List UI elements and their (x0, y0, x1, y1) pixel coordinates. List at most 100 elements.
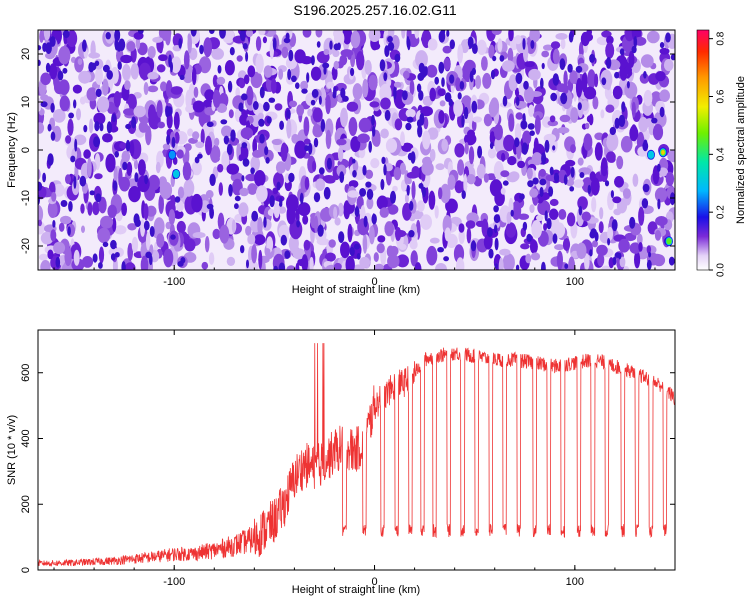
spectrogram-noise-cell (191, 160, 202, 176)
spectrogram-noise-cell (529, 188, 539, 198)
spectrogram-noise-cell (423, 116, 429, 130)
spectrogram-noise-cell (162, 143, 171, 150)
spectrogram-noise-cell (600, 109, 605, 119)
colorbar-tick-label: 0.0 (715, 263, 726, 277)
spectrogram-noise-cell (573, 179, 584, 188)
spectrogram-noise-cell (387, 41, 395, 51)
spectrogram-noise-cell (472, 43, 478, 54)
spectrogram-noise-cell (243, 74, 250, 85)
spectrogram-noise-cell (312, 125, 324, 138)
spectrogram-noise-cell (476, 39, 487, 55)
spectrogram-noise-cell (339, 171, 345, 184)
y-tick-label: 10 (20, 96, 32, 108)
spectrogram-noise-cell (596, 36, 610, 46)
spectrogram-noise-cell (114, 37, 119, 51)
spectrogram-noise-cell (219, 224, 230, 244)
spectrogram-noise-cell (368, 74, 378, 91)
spectrogram-noise-cell (221, 125, 233, 138)
spectrogram-noise-cell (626, 81, 630, 89)
spectrogram-noise-cell (42, 172, 46, 183)
spectrogram-noise-cell (532, 177, 539, 185)
spectrogram-noise-cell (566, 179, 575, 187)
spectrogram-noise-cell (488, 248, 494, 259)
spectrogram-noise-cell (73, 249, 80, 266)
spectrogram-noise-cell (239, 30, 246, 42)
spectrogram-noise-cell (581, 211, 591, 222)
spectrogram-noise-cell (502, 180, 509, 186)
spectrogram-noise-cell (114, 252, 120, 258)
spectrogram-noise-cell (198, 56, 212, 74)
spectrogram-noise-cell (503, 134, 515, 152)
spectrogram-noise-cell (543, 223, 548, 231)
spectrogram-noise-cell (252, 149, 264, 158)
spectrogram-noise-cell (505, 222, 517, 238)
spectrogram-noise-cell (173, 111, 180, 130)
spectrogram-noise-cell (515, 112, 524, 120)
spectrogram-noise-cell (110, 239, 117, 250)
spectrogram-noise-cell (310, 55, 315, 66)
spectrogram-noise-cell (659, 89, 670, 102)
spectrogram-noise-cell (461, 115, 465, 128)
spectrogram-noise-cell (464, 142, 469, 155)
spectrogram-noise-cell (371, 114, 375, 126)
spectrogram-noise-cell (549, 198, 559, 207)
spectrogram-noise-cell (524, 61, 535, 68)
spectrogram-noise-cell (543, 44, 553, 51)
spectrogram-noise-cell (192, 131, 200, 140)
spectrogram-noise-cell (251, 210, 259, 222)
spectrogram-noise-cell (238, 154, 243, 162)
spectrogram-noise-cell (506, 211, 512, 224)
spectrogram-noise-cell (125, 139, 131, 152)
spectrogram-noise-cell (107, 204, 117, 218)
spectrogram-noise-cell (98, 196, 107, 214)
spectrogram-noise-cell (324, 252, 336, 262)
spectrogram-noise-cell (560, 92, 568, 105)
spectrogram-noise-cell (441, 138, 449, 152)
spectrogram-noise-cell (130, 63, 139, 80)
spectrogram-noise-cell (563, 174, 568, 185)
spectrogram-noise-cell (308, 142, 313, 155)
spectrogram-noise-cell (204, 236, 210, 253)
spectrogram-noise-cell (68, 201, 73, 212)
spectrogram-noise-cell (59, 215, 72, 225)
spectrogram-noise-cell (550, 41, 561, 49)
spectrogram-noise-cell (128, 186, 141, 203)
spectrogram-noise-cell (229, 47, 235, 56)
spectrogram-noise-cell (303, 239, 311, 251)
spectrogram-noise-cell (616, 155, 624, 170)
spectrogram-noise-cell (337, 202, 344, 217)
spectrogram-noise-cell (279, 120, 284, 130)
spectrogram-noise-cell (166, 134, 171, 145)
spectrogram-noise-cell (508, 30, 514, 42)
spectrogram-noise-cell (270, 78, 277, 94)
spectrogram-noise-cell (149, 226, 155, 237)
spectrogram-noise-cell (219, 30, 226, 39)
spectrogram-noise-cell (483, 173, 489, 183)
spectrogram-hotspot (172, 169, 180, 179)
spectrogram-noise-cell (435, 263, 447, 270)
spectrogram-noise-cell (369, 225, 375, 245)
spectrogram-noise-cell (191, 193, 203, 213)
spectrogram-noise-cell (40, 72, 51, 86)
spectrogram-noise-cell (271, 138, 283, 146)
spectrogram-noise-cell (410, 250, 418, 267)
spectrogram-noise-cell (245, 51, 249, 62)
spectrogram-noise-cell (648, 251, 652, 258)
spectrogram-noise-cell (40, 231, 54, 245)
spectrogram-noise-cell (156, 233, 165, 248)
spectrogram-noise-cell (544, 210, 548, 222)
spectrogram-noise-cell (333, 60, 339, 70)
y-tick-label: -20 (20, 238, 32, 254)
spectrogram-noise-cell (280, 234, 287, 246)
spectrogram-noise-cell (241, 142, 248, 149)
spectrogram-noise-cell (408, 230, 415, 238)
spectrogram-noise-cell (342, 30, 353, 45)
spectrogram-noise-cell (168, 54, 172, 68)
spectrogram-noise-cell (317, 224, 324, 237)
spectrogram-noise-cell (358, 117, 372, 133)
spectrogram-noise-cell (498, 257, 504, 270)
spectrogram-noise-cell (365, 181, 372, 188)
spectrogram-noise-cell (458, 223, 465, 233)
spectrogram-noise-cell (246, 259, 249, 269)
